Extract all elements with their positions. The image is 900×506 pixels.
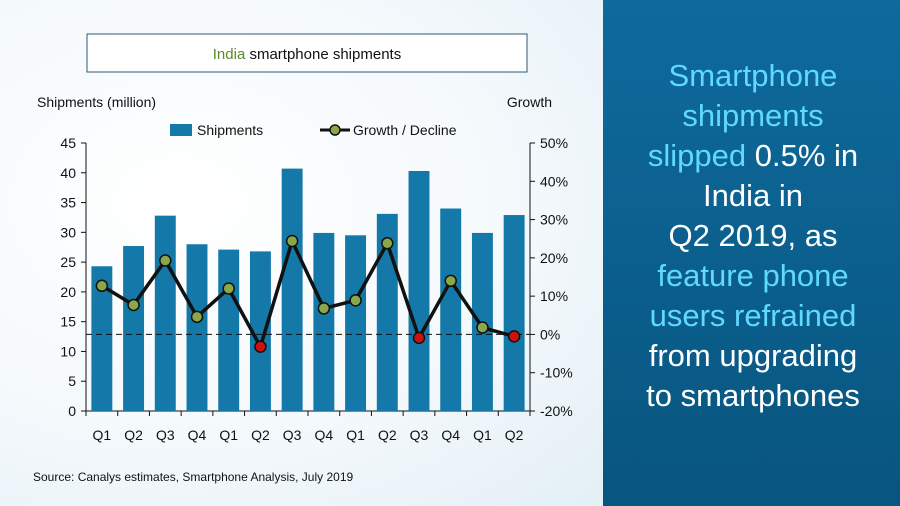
shipments-bar	[408, 170, 430, 411]
shipments-bar	[440, 208, 462, 411]
y2-tick-label: 0%	[540, 326, 560, 342]
shipments-bar	[345, 235, 367, 411]
growth-marker	[444, 274, 457, 288]
shipments-bar	[313, 232, 335, 411]
growth-marker	[349, 294, 362, 307]
y-tick-label: 40	[60, 165, 76, 181]
growth-marker	[254, 340, 267, 353]
y2-tick-label: 10%	[540, 288, 568, 304]
x-tick-label: Q3	[410, 427, 429, 443]
headline-line-1: Smartphone	[668, 58, 838, 93]
y-axis-title: Shipments (million)	[37, 94, 156, 110]
legend-shipments-label: Shipments	[197, 122, 263, 138]
headline-line-6: feature phone	[657, 258, 849, 293]
shipments-bar	[249, 251, 271, 411]
headline-line-7: users refrained	[649, 298, 857, 333]
headline-line-4: India in	[703, 178, 803, 213]
y2-tick-label: -10%	[540, 365, 573, 381]
y-tick-label: 10	[60, 343, 76, 359]
shipments-bar	[503, 215, 525, 411]
y2-axis-title: Growth	[507, 94, 552, 110]
axes-group	[81, 142, 535, 416]
growth-marker	[507, 330, 521, 343]
legend-growth-marker	[329, 124, 341, 136]
x-tick-label: Q3	[283, 427, 302, 443]
growth-marker	[476, 321, 489, 334]
shipments-bar	[154, 215, 176, 411]
bars-group	[91, 168, 525, 411]
shipments-bar	[281, 168, 303, 411]
x-tick-label: Q4	[315, 427, 334, 443]
x-tick-label: Q2	[505, 427, 524, 443]
shipments-bar	[123, 246, 145, 411]
shipments-bar	[91, 266, 113, 411]
x-tick-label: Q3	[156, 427, 175, 443]
growth-marker	[222, 282, 235, 295]
y-tick-label: 5	[68, 373, 76, 389]
y-tick-label: 45	[60, 135, 76, 151]
chart: India smartphone shipments Shipments (mi…	[33, 33, 573, 484]
chart-title: India smartphone shipments	[213, 46, 401, 63]
headline-line-3b: 0.5% in	[746, 138, 859, 173]
x-tick-label: Q4	[441, 427, 460, 443]
chart-title-box	[86, 33, 528, 73]
x-tick-label: Q2	[124, 427, 143, 443]
growth-marker	[159, 254, 172, 267]
growth-marker	[95, 279, 109, 293]
y-tick-label: 0	[68, 403, 76, 419]
y-tick-label: 15	[60, 314, 76, 330]
x-tick-label: Q1	[219, 427, 238, 443]
x-tick-label: Q2	[378, 427, 397, 443]
growth-marker	[381, 237, 394, 250]
labels-group: 0 5 10 15 20 25 30 35 40 45 -20% -10% 0% 10% 20% 30% 40%…	[60, 135, 572, 443]
y2-tick-label: 50%	[540, 135, 568, 151]
x-tick-label: Q1	[473, 427, 492, 443]
headline-line-9: to smartphones	[646, 378, 860, 413]
headline-line-3: slipped 0.5% in	[612, 136, 894, 176]
chart-title-country: India	[213, 46, 246, 63]
source-note: Source: Canalys estimates, Smartphone An…	[33, 470, 353, 484]
y-tick-label: 30	[60, 224, 76, 240]
y2-tick-label: 40%	[540, 173, 568, 189]
y2-tick-label: -20%	[540, 403, 573, 419]
x-tick-label: Q2	[251, 427, 270, 443]
y2-tick-label: 30%	[540, 212, 568, 228]
legend-shipments-swatch	[170, 124, 192, 136]
x-tick-label: Q4	[188, 427, 207, 443]
headline-line-5: Q2 2019, as	[668, 218, 838, 253]
growth-marker	[285, 234, 299, 248]
legend-growth-label: Growth / Decline	[353, 122, 457, 138]
shipments-bar	[218, 249, 240, 411]
growth-marker	[317, 302, 331, 315]
x-tick-label: Q1	[346, 427, 365, 443]
growth-marker	[412, 331, 426, 345]
headline-line-2: shipments	[682, 98, 824, 133]
headline-text: Smartphone shipments slipped 0.5% in Ind…	[612, 56, 894, 416]
shipments-bar	[186, 244, 208, 411]
growth-marker	[127, 298, 140, 312]
headline-line-8: from upgrading	[648, 338, 858, 373]
growth-marker	[190, 310, 204, 324]
headline-line-3a: slipped	[647, 138, 747, 173]
growth-line-group	[95, 234, 521, 353]
x-tick-label: Q1	[93, 427, 112, 443]
chart-title-rest: smartphone shipments	[245, 46, 401, 63]
y-tick-label: 20	[60, 284, 76, 300]
y2-tick-label: 20%	[540, 250, 568, 266]
y-tick-label: 35	[60, 195, 76, 211]
y-tick-label: 25	[60, 254, 76, 270]
growth-line	[100, 239, 515, 349]
